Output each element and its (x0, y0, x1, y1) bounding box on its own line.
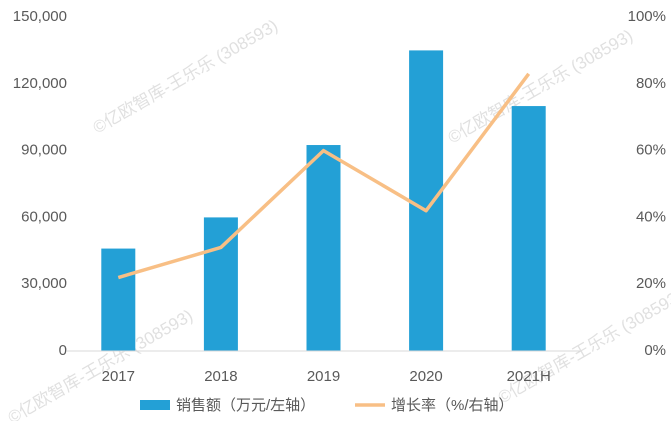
y-tick-label: 0 (59, 342, 67, 359)
y2-tick-label: 20% (636, 275, 666, 292)
x-tick-label: 2021H (507, 368, 551, 385)
y-tick-label: 90,000 (21, 142, 67, 159)
y2-tick-label: 80% (636, 75, 666, 92)
y-tick-label: 30,000 (21, 275, 67, 292)
y2-tick-label: 0% (644, 342, 666, 359)
y2-tick-label: 100% (628, 8, 666, 25)
x-tick-label: 2017 (102, 368, 135, 385)
x-tick-label: 2018 (204, 368, 237, 385)
bar (511, 106, 546, 351)
watermark: ©亿欧智库-王乐乐 (308593) (90, 16, 281, 137)
legend-label: 销售额（万元/左轴） (176, 397, 315, 414)
bar (203, 217, 238, 351)
x-tick-label: 2020 (409, 368, 442, 385)
x-tick-label: 2019 (307, 368, 340, 385)
bar (306, 145, 341, 351)
y-tick-label: 60,000 (21, 208, 67, 225)
y2-tick-label: 60% (636, 142, 666, 159)
y2-tick-label: 40% (636, 208, 666, 225)
legend-label: 增长率（%/右轴） (391, 397, 514, 414)
y-tick-label: 120,000 (13, 75, 67, 92)
line (117, 72, 531, 280)
bar (409, 50, 444, 352)
y-tick-label: 150,000 (13, 8, 67, 25)
legend-swatch (140, 400, 170, 410)
bar (101, 248, 136, 351)
